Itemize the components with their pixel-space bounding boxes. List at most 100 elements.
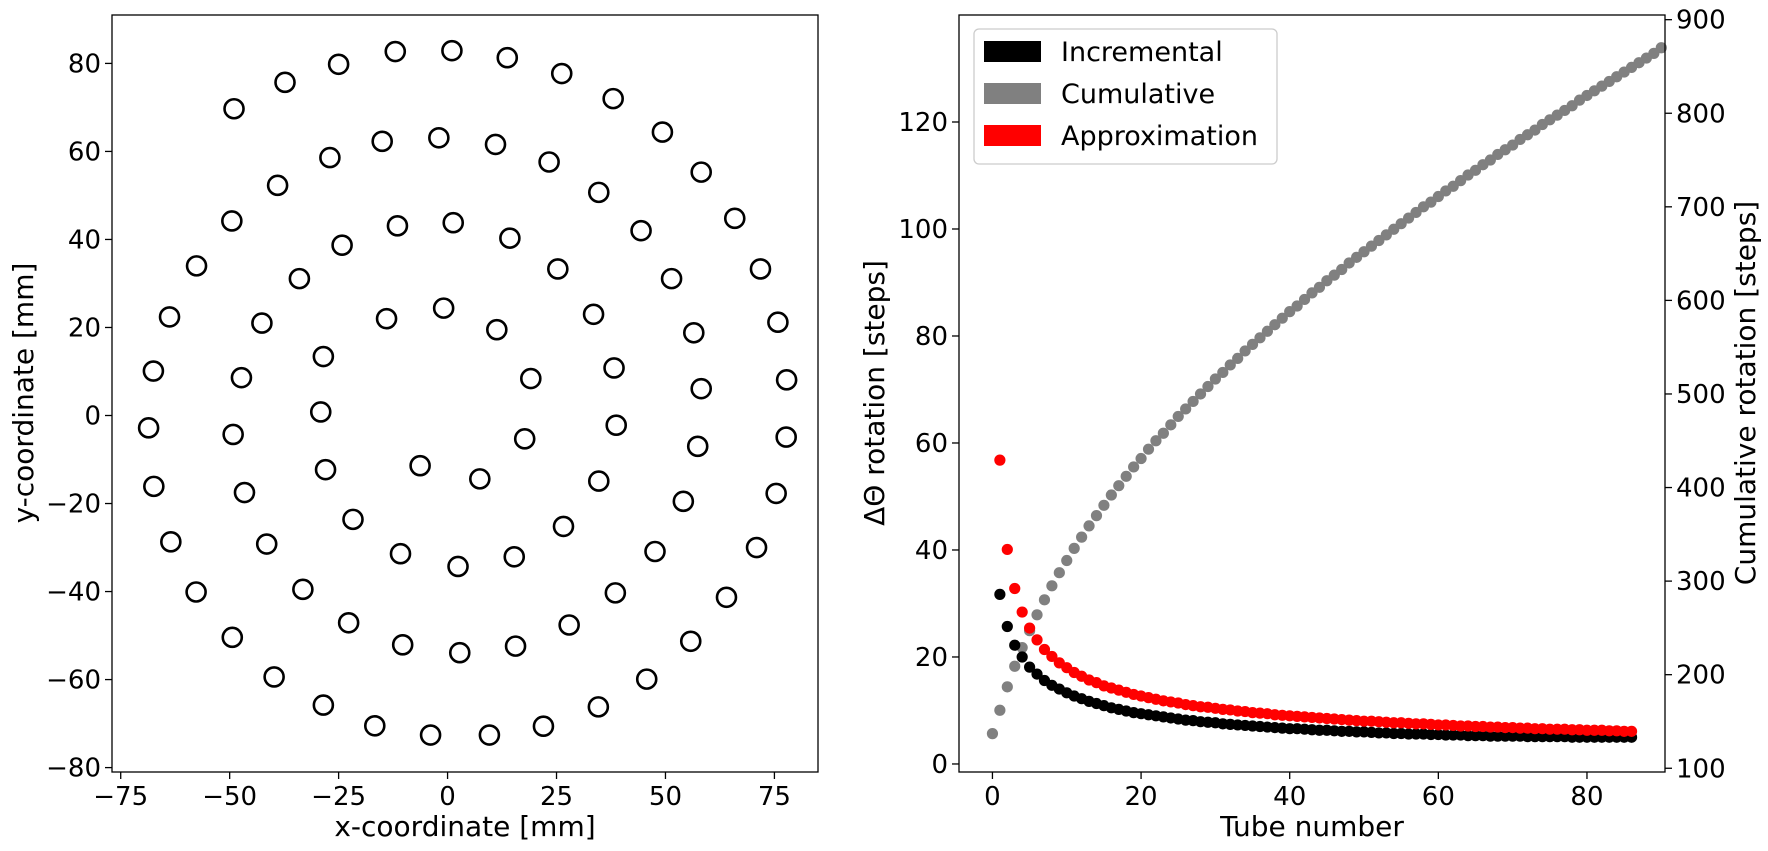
- tube-marker: [442, 211, 465, 234]
- tube-marker: [384, 40, 407, 63]
- tube-marker: [143, 475, 165, 498]
- y-tick-label: 20: [915, 643, 948, 673]
- y2-tick-label: 200: [1676, 661, 1726, 691]
- approximation-point: [1038, 643, 1051, 656]
- tube-marker: [386, 215, 409, 237]
- x-tick-label: 0: [984, 782, 1001, 812]
- tube-marker: [715, 586, 738, 609]
- cumulative-point: [1142, 443, 1155, 455]
- cumulative-point: [1313, 281, 1326, 293]
- x-tick-label: 40: [1273, 782, 1306, 812]
- right-y-axis-label: ΔΘ rotation [steps]: [858, 260, 891, 526]
- tube-marker: [185, 255, 208, 277]
- y2-tick-label: 700: [1676, 193, 1726, 223]
- cumulative-point: [1232, 352, 1244, 365]
- tube-layout-plot: −75 −50 −25 0 25 50 75 −80 −60 −40 −20 0 20 40 60 80 x…: [7, 14, 819, 843]
- cumulative-point: [1254, 332, 1266, 344]
- tube-marker: [312, 345, 335, 368]
- rotation-markers: [986, 42, 1667, 743]
- y-tick-label: 80: [68, 49, 101, 79]
- tube-marker: [550, 62, 573, 85]
- cumulative-point: [1061, 554, 1073, 567]
- rotation-plot: 0 20 40 60 80 0 20 40 60 80 100 120 100 200 300 400 50…: [858, 6, 1762, 843]
- right-y2-axis-label: Cumulative rotation [steps]: [1729, 201, 1762, 585]
- y2-tick-label: 500: [1676, 380, 1726, 410]
- cumulative-point: [1224, 359, 1236, 371]
- cumulative-point: [1076, 531, 1088, 543]
- approximation-point: [1024, 622, 1036, 634]
- incremental-point: [1001, 620, 1013, 633]
- cumulative-point: [1083, 520, 1095, 532]
- tube-marker: [221, 210, 243, 232]
- legend-label-cumulative: Cumulative: [1061, 79, 1215, 110]
- cumulative-point: [1655, 42, 1667, 54]
- tube-marker: [775, 426, 797, 448]
- tube-marker: [672, 490, 695, 513]
- x-tick-label: −50: [202, 782, 257, 812]
- tube-marker: [765, 482, 787, 505]
- cumulative-point: [1009, 660, 1021, 672]
- cumulative-point: [1246, 338, 1259, 350]
- tube-marker: [547, 258, 569, 280]
- cumulative-point: [1053, 567, 1065, 579]
- tube-marker: [520, 367, 542, 390]
- tube-marker: [432, 297, 455, 319]
- y2-tick-label: 600: [1676, 286, 1726, 316]
- cumulative-point: [1187, 395, 1199, 408]
- tube-marker: [504, 635, 527, 657]
- y-tick-label: −60: [46, 666, 101, 696]
- tube-marker: [447, 555, 469, 578]
- tube-marker: [185, 581, 207, 603]
- tube-marker: [233, 481, 256, 504]
- tube-marker: [137, 417, 160, 439]
- legend-swatch-incremental: [984, 41, 1041, 62]
- tube-marker: [767, 311, 789, 334]
- approximation-point: [1001, 543, 1013, 556]
- tube-marker: [327, 53, 350, 76]
- series-incremental: [994, 588, 1638, 743]
- tube-marker: [428, 126, 450, 149]
- tube-marker: [503, 545, 526, 568]
- cumulative-point: [1194, 388, 1207, 400]
- legend-label-incremental: Incremental: [1061, 37, 1223, 68]
- tube-marker: [223, 97, 245, 120]
- tube-marker: [222, 423, 244, 446]
- left-x-axis-label: x-coordinate [mm]: [334, 810, 595, 843]
- approximation-point: [1009, 582, 1021, 595]
- legend-swatch-approximation: [984, 125, 1041, 146]
- left-plot-frame: [111, 14, 819, 773]
- tube-marker: [496, 46, 519, 69]
- cumulative-point: [1113, 480, 1125, 492]
- tube-marker: [371, 130, 393, 153]
- tube-marker: [158, 306, 181, 328]
- cumulative-point: [1269, 319, 1281, 331]
- tube-marker: [602, 87, 624, 110]
- right-x-axis-label: Tube number: [1219, 810, 1404, 843]
- cumulative-point: [1090, 510, 1103, 522]
- incremental-point: [1016, 651, 1028, 663]
- tube-marker: [552, 515, 575, 538]
- x-tick-label: 50: [649, 782, 682, 812]
- tube-marker: [160, 531, 182, 553]
- incremental-point: [1024, 661, 1036, 673]
- cumulative-point: [1135, 452, 1147, 465]
- y-tick-label: −20: [46, 490, 101, 520]
- x-tick-label: −75: [93, 782, 148, 812]
- tube-marker: [363, 714, 386, 737]
- tube-marker: [604, 582, 627, 604]
- tube-marker: [745, 536, 768, 559]
- tube-marker: [309, 401, 332, 423]
- y2-tick-label: 900: [1676, 6, 1726, 36]
- tube-markers: [137, 39, 798, 746]
- tube-marker: [587, 470, 610, 492]
- x-tick-label: 20: [1125, 782, 1158, 812]
- tube-marker: [749, 258, 772, 280]
- tube-marker: [288, 267, 311, 290]
- tube-marker: [587, 696, 610, 718]
- tube-marker: [682, 321, 705, 344]
- tube-marker: [312, 694, 335, 716]
- tube-marker: [660, 267, 683, 290]
- y2-tick-label: 300: [1676, 567, 1726, 597]
- y-tick-label: 0: [84, 402, 101, 432]
